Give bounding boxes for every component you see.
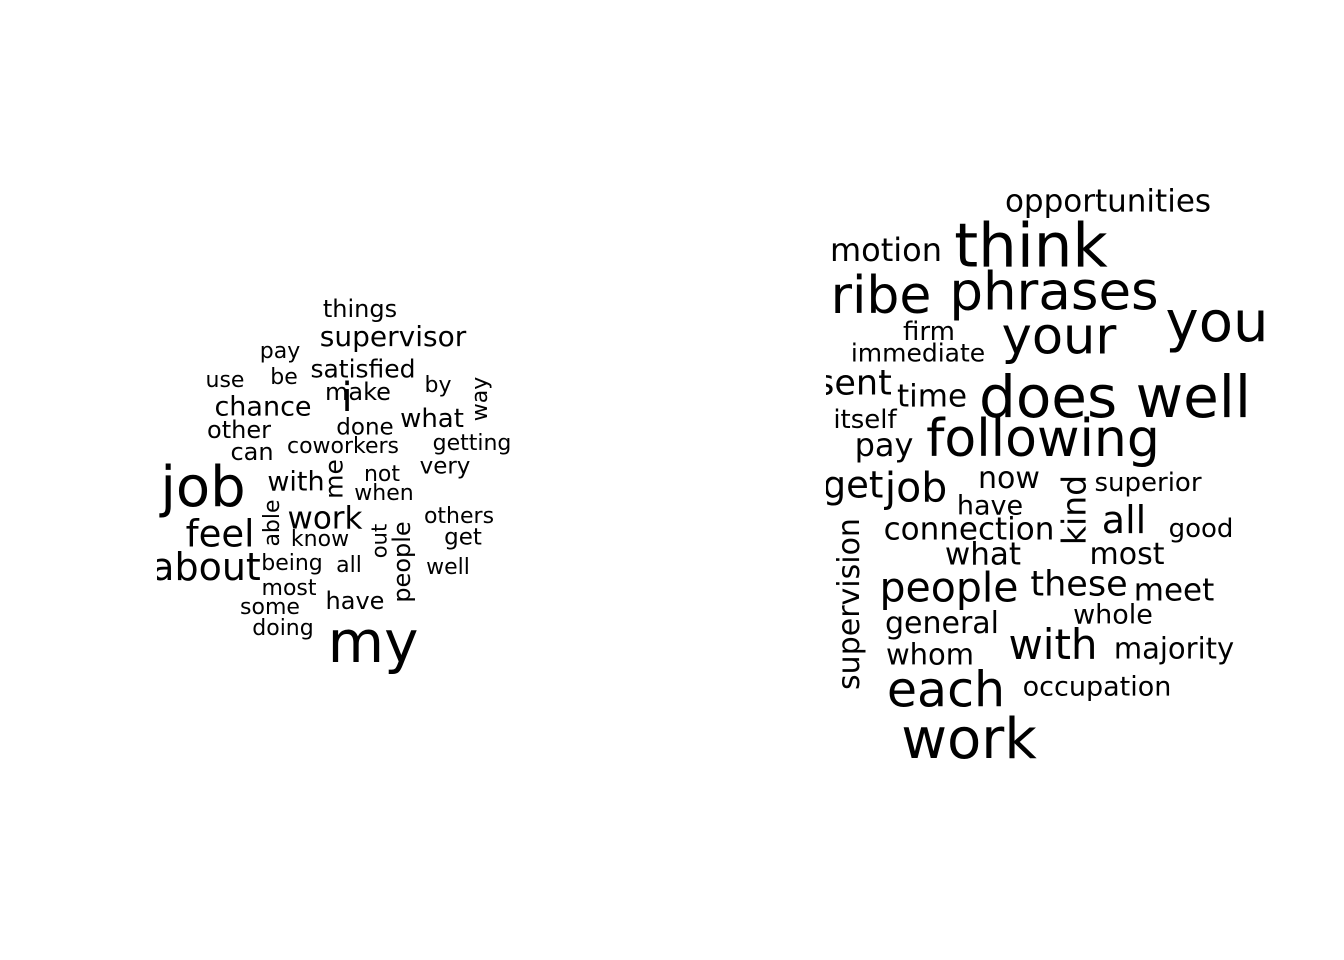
cloud-right-word-meet: meet [1133,572,1215,609]
cloud-right-word-following: following [926,409,1160,469]
cloud-left-word-getting: getting [432,431,512,456]
cloud-right-word-most: most [1089,537,1165,572]
cloud-left-word-know: know [290,527,350,552]
cloud-left-word-doing: doing [252,616,314,641]
cloud-right-word-time: time [896,378,968,415]
cloud-left-word-pay: pay [259,339,301,364]
cloud-right-word-firm: firm [903,317,955,347]
cloud-left-word-by: by [424,373,452,398]
cloud-left-word-me: me [319,459,349,499]
cloud-right-word-all: all [1101,498,1147,542]
cloud-left-word-feel: feel [185,512,255,556]
cloud-left-word-can: can [230,438,274,466]
cloud-right-word-work: work [901,707,1037,772]
cloud-right-word-phrases: phrases [949,261,1159,323]
cloud-left-word-some: some [240,595,300,620]
cloud-left-word-chance: chance [214,391,312,423]
cloud-left-word-use: use [205,368,245,393]
cloud-left-word-with: with [267,466,325,498]
cloud-right-word-job: job [884,463,948,512]
cloud-right-word-sent: sent [826,363,892,404]
cloud-right-word-does-well: does well [979,363,1251,431]
cloud-right-word-your: your [1001,307,1117,367]
cloud-left-word-have: have [325,587,385,615]
cloud-right-word-have: have [956,490,1024,522]
cloud-left-word-well: well [426,555,470,580]
cloud-right-word-these: these [1030,564,1128,605]
cloud-left-word-done: done [336,414,394,441]
cloud-left-word-not: not [363,462,401,487]
cloud-left-word-other: other [207,416,271,444]
cloud-left-word-people: people [388,521,416,603]
cloud-right-word-itself: itself [833,405,897,435]
cloud-left-word-what: what [400,404,464,434]
cloud-left-word-others: others [423,504,495,529]
cloud-left-word-be: be [270,365,298,390]
cloud-left-word-i: i [341,375,353,421]
cloud-right-word-you: you [1165,290,1264,355]
cloud-right-word-motion: motion [829,231,943,269]
cloud-right-word-supervision: supervision [832,518,867,690]
cloud-right-word-occupation: occupation [1022,671,1172,703]
cloud-right-word-kind: kind [1054,474,1094,546]
cloud-right-word-immediate: immediate [850,338,986,368]
cloud-left-word-out: out [367,523,392,559]
cloud-left-word-when: when [354,481,414,506]
cloud-left-word-supervisor: supervisor [319,320,467,353]
word-cloud-left: job my i about feel supervisor work chance thing… [157,280,537,680]
cloud-right-word-people: people [879,563,1019,612]
cloud-right-word-superior: superior [1094,468,1202,498]
cloud-right-word-general: general [884,606,1000,641]
cloud-right-word-think: think [954,210,1108,282]
cloud-left-word-work: work [287,500,363,537]
cloud-right-word-pay: pay [854,426,914,464]
cloud-left-word-very: very [419,453,471,480]
cloud-left-word-way: way [468,376,493,422]
cloud-left-word-job: job [160,455,246,520]
cloud-right-word-ribe: ribe [830,266,932,326]
cloud-right-word-opportunities: opportunities [1004,183,1212,220]
cloud-left-word-my: my [327,608,419,676]
cloud-right-word-what: what [944,536,1022,573]
cloud-right-word-whole: whole [1073,599,1153,631]
cloud-left-word-able: able [260,499,285,547]
cloud-right-word-majority: majority [1113,631,1235,666]
cloud-left-word-satisfied: satisfied [310,354,416,384]
cloud-right-word-whom: whom [885,637,975,672]
cloud-left-word-things: things [322,295,398,323]
cloud-right-word-now: now [978,461,1040,496]
cloud-right-word-with: with [1008,620,1098,669]
cloud-left-word-get: get [444,524,482,551]
cloud-right-word-connection: connection [883,511,1055,548]
cloud-right-word-good: good [1168,514,1234,544]
word-cloud-right: opportunities think motion ribe phrases you yo… [826,175,1264,775]
cloud-left-word-being: being [261,551,323,576]
cloud-left-word-make: make [325,378,391,406]
cloud-left-word-most: most [261,576,317,601]
cloud-left-word-about: about [157,545,261,589]
cloud-left-word-all: all [336,553,362,578]
cloud-right-word-each: each [886,661,1006,719]
cloud-right-word-get: get [826,463,884,507]
cloud-left-word-coworkers: coworkers [286,434,400,459]
